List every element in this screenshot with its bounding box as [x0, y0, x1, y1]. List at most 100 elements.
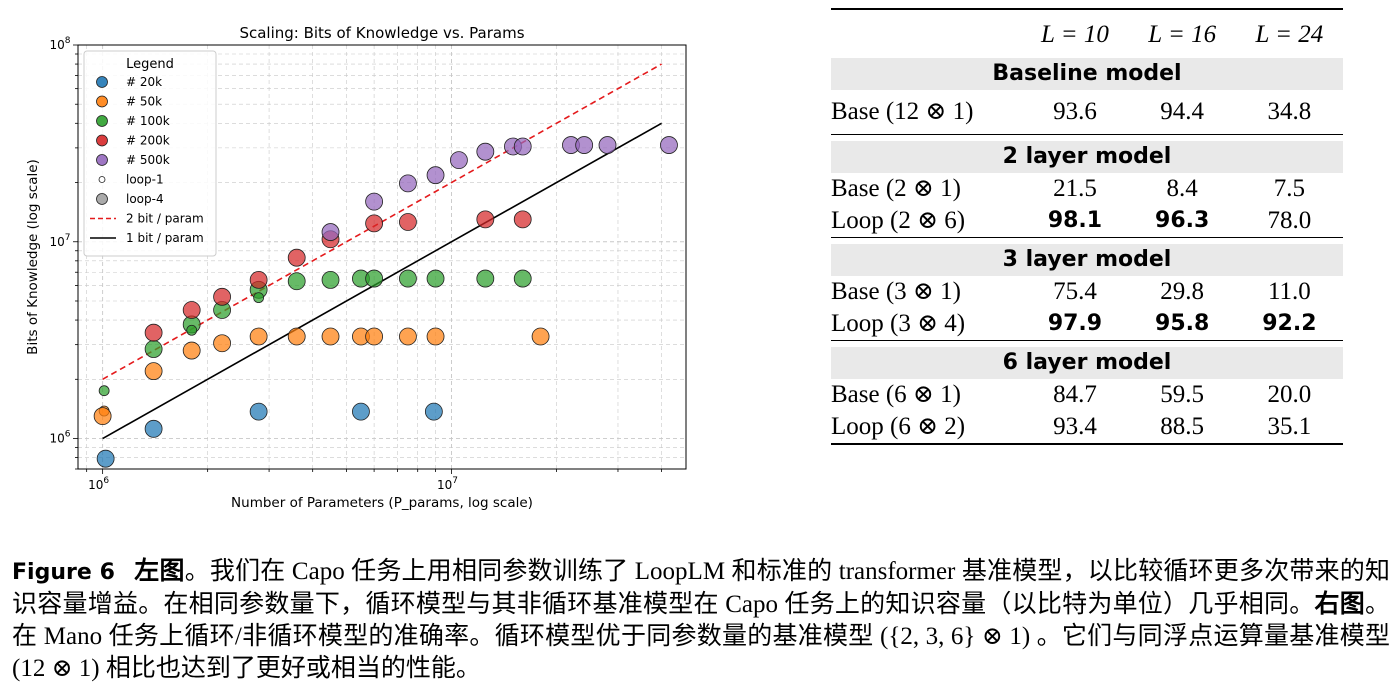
data-point — [450, 151, 468, 170]
y-tick-label: 107 — [49, 233, 70, 249]
row-value: 59.5 — [1160, 381, 1205, 408]
legend-label: # 100k — [126, 114, 170, 128]
data-point — [513, 210, 532, 229]
x-tick-label: 107 — [437, 476, 458, 492]
legend-marker — [96, 95, 108, 108]
header-cell: L = 24 — [1235, 8, 1343, 58]
data-point — [249, 327, 268, 346]
spacer-cell — [831, 237, 1343, 244]
data-point — [352, 402, 370, 421]
data-point — [213, 287, 231, 306]
row-value: 75.4 — [1053, 278, 1097, 305]
data-point — [426, 166, 445, 185]
legend-marker — [96, 76, 108, 88]
data-points — [93, 136, 678, 468]
data-point — [93, 407, 112, 426]
legend-marker — [96, 134, 108, 147]
data-point — [365, 192, 384, 211]
data-point — [476, 210, 495, 229]
data-point — [399, 213, 417, 231]
legend-label: # 200k — [126, 134, 170, 148]
results-table-body: L = 10 L = 16 L = 24 Baseline model Base (12… — [831, 8, 1343, 445]
data-point — [660, 136, 678, 154]
legend-title: Legend — [126, 57, 174, 72]
row-value: 78.0 — [1267, 207, 1312, 234]
data-point — [424, 402, 443, 421]
table-row: Loop (6 ⊗ 2) 93.4 88.5 35.1 — [831, 411, 1343, 445]
legend-marker — [96, 154, 108, 166]
row-value: 20.0 — [1267, 381, 1312, 408]
scaling-chart: 106 107 106 107 108 Scaling: Bits of Knowled… — [25, 24, 687, 511]
row-value: 94.4 — [1160, 98, 1205, 125]
data-point — [249, 270, 268, 289]
data-point — [98, 385, 110, 397]
legend-marker — [98, 176, 106, 183]
data-point — [321, 327, 340, 346]
row-label: Base (3 ⊗ 1) — [831, 278, 961, 305]
row-value: 98.1 — [1047, 208, 1103, 233]
row-value: 34.8 — [1267, 98, 1312, 125]
data-point — [426, 269, 445, 288]
header-cell: L = 10 — [1021, 8, 1129, 58]
row-label: Base (12 ⊗ 1) — [831, 98, 974, 125]
section-spacer — [831, 134, 1343, 141]
data-point — [96, 449, 115, 468]
section-header-row: 6 layer model — [831, 347, 1343, 379]
data-point — [476, 142, 495, 161]
plot-frame — [77, 44, 687, 470]
row-value: 95.8 — [1155, 311, 1210, 336]
data-point — [321, 223, 340, 241]
row-value: 21.5 — [1053, 175, 1097, 202]
row-value: 8.4 — [1166, 175, 1198, 202]
section-title: 3 layer model — [831, 244, 1343, 276]
data-point — [575, 136, 594, 154]
legend-label: # 50k — [126, 95, 162, 109]
row-label: Base (6 ⊗ 1) — [831, 381, 961, 408]
data-point — [287, 327, 306, 346]
row-label: Loop (6 ⊗ 2) — [831, 411, 1022, 445]
row-value: 97.9 — [1047, 311, 1103, 336]
data-point — [287, 248, 306, 267]
data-point — [213, 334, 231, 353]
legend-label: 2 bit / param — [126, 212, 204, 226]
row-label: Base (2 ⊗ 1) — [831, 175, 961, 202]
legend-marker — [96, 115, 108, 127]
data-point — [399, 327, 417, 346]
caption-right-label: 右图 — [1314, 591, 1365, 618]
row-value: 29.8 — [1160, 278, 1205, 305]
data-point — [365, 327, 384, 346]
data-point — [253, 292, 265, 304]
row-value: 88.5 — [1128, 411, 1236, 445]
table-row: Base (12 ⊗ 1) 93.6 94.4 34.8 — [831, 96, 1343, 128]
data-point — [287, 272, 306, 291]
chart-title: Scaling: Bits of Knowledge vs. Params — [239, 24, 524, 42]
table-row: Loop (2 ⊗ 6) 98.1 96.3 78.0 — [831, 205, 1343, 238]
figure-caption: Figure 6 左图。我们在 Capo 任务上用相同参数训练了 LoopLM … — [12, 556, 1390, 685]
data-point — [426, 327, 445, 346]
caption-left-text: 。我们在 Capo 任务上用相同参数训练了 LoopLM 和标准的 transf… — [12, 558, 1390, 618]
row-value: 7.5 — [1273, 175, 1305, 202]
table-row: Base (3 ⊗ 1) 75.4 29.8 11.0 — [831, 276, 1343, 308]
header-cell: L = 16 — [1128, 8, 1236, 58]
data-point — [182, 341, 201, 360]
data-point — [144, 362, 163, 381]
legend-label: # 500k — [126, 153, 170, 167]
caption-gap — [115, 558, 134, 585]
data-point — [476, 269, 495, 288]
row-value: 11.0 — [1267, 278, 1311, 305]
section-title: Baseline model — [831, 58, 1343, 90]
row-value: 92.2 — [1262, 311, 1317, 336]
caption-right-text: 。在 Mano 任务上循环/非循环模型的准确率。循环模型优于同参数量的基准模型 … — [12, 591, 1390, 682]
x-axis-label: Number of Parameters (P_params, log scal… — [231, 495, 533, 511]
data-point — [399, 269, 417, 288]
data-point — [365, 269, 384, 288]
y-axis-label: Bits of Knowledge (log scale) — [25, 159, 41, 355]
section-spacer — [831, 340, 1343, 347]
chart-legend: Legend # 20k # 50k # 100k # 200k # 500k loop-… — [83, 50, 217, 257]
legend-box — [83, 50, 217, 257]
legend-label: 1 bit / param — [126, 231, 204, 245]
data-point — [513, 269, 532, 288]
data-point — [182, 301, 201, 319]
section-header-row: 3 layer model — [831, 244, 1343, 276]
